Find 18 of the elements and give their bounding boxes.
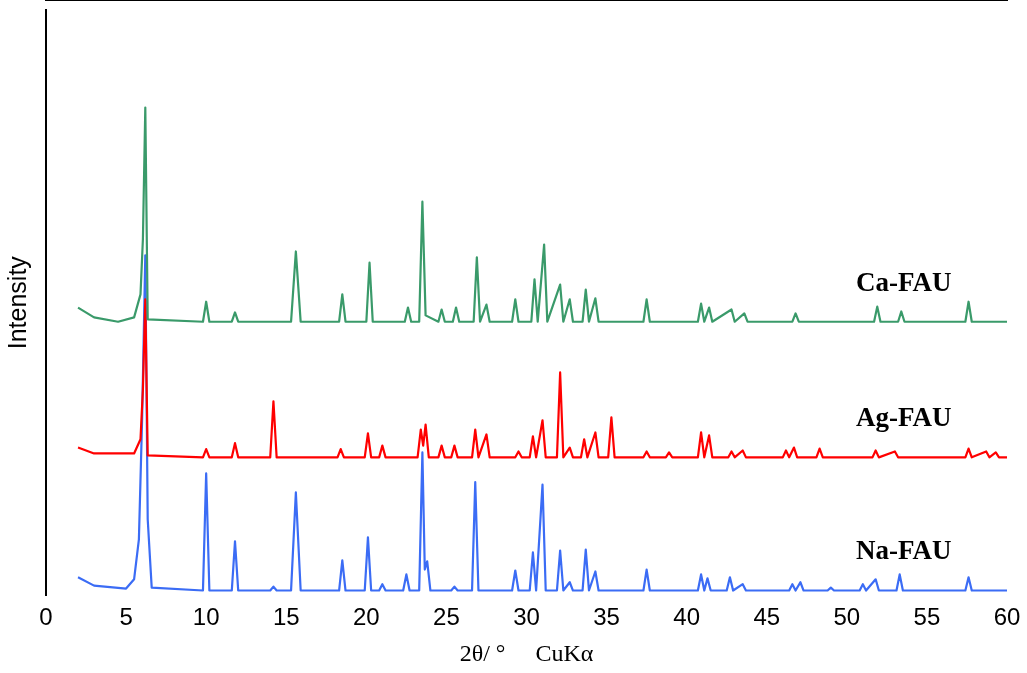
y-axis-title: Intensity [2,255,31,350]
x-axis-title: 2θ/ ° CuKα [459,639,594,666]
x-tick-label: 5 [119,603,133,631]
x-tick-label: 60 [993,603,1021,631]
x-tick-label: 55 [913,603,941,631]
x-tick-label: 30 [513,603,540,631]
x-tick-label: 50 [833,603,861,631]
x-tick-label: 45 [753,603,781,631]
x-tick-label: 0 [39,603,53,631]
x-tick-label: 35 [593,603,620,631]
x-tick-label: 15 [272,603,300,631]
series-label: Na-FAU [855,535,952,566]
series-label: Ag-FAU [855,402,952,433]
x-tick-label: 10 [192,603,220,631]
x-tick-label: 40 [673,603,701,631]
series-label: Ca-FAU [855,266,952,297]
x-tick-label: 20 [352,603,380,631]
x-tick-label: 25 [433,603,460,631]
